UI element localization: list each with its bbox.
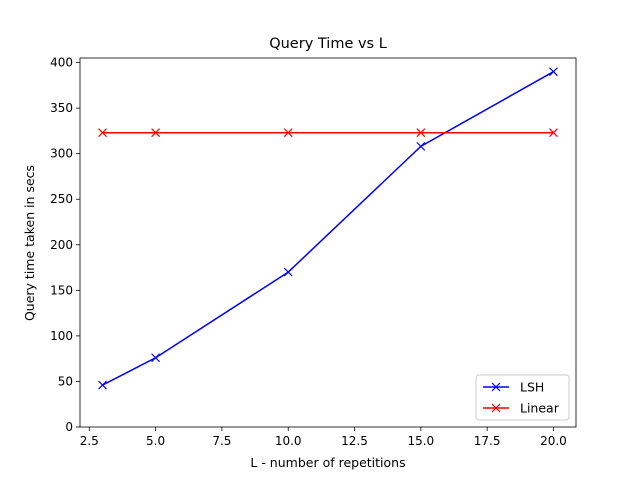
y-tick-label: 300 <box>50 147 73 161</box>
y-tick-label: 100 <box>50 329 73 343</box>
point-marker-stroke <box>416 128 426 138</box>
data-point-linear <box>283 128 293 138</box>
series-line-lsh <box>102 71 554 386</box>
legend-label-linear: Linear <box>520 401 560 416</box>
legend-label-lsh: LSH <box>520 380 544 395</box>
y-tick-label: 350 <box>50 101 73 115</box>
point-marker-stroke <box>98 128 107 138</box>
data-point-linear <box>98 128 107 138</box>
legend-marker-stroke <box>491 382 501 392</box>
x-tick-label: 12.5 <box>341 434 368 448</box>
x-tick-label: 5.0 <box>146 434 165 448</box>
chart-title: Query Time vs L <box>269 36 387 52</box>
y-tick-label: 200 <box>50 238 73 252</box>
data-point-lsh <box>151 353 161 363</box>
point-marker-stroke <box>283 128 293 138</box>
point-marker-stroke <box>283 267 293 277</box>
x-tick-label: 7.5 <box>212 434 231 448</box>
point-marker-stroke <box>151 353 161 363</box>
data-point-linear <box>151 128 161 138</box>
data-point-lsh <box>549 67 558 77</box>
y-tick-label: 50 <box>58 374 73 388</box>
legend-marker-stroke <box>491 403 501 413</box>
x-tick-label: 2.5 <box>80 434 99 448</box>
x-tick-label: 20.0 <box>540 434 567 448</box>
y-tick-label: 0 <box>65 420 73 434</box>
point-marker-stroke <box>549 128 558 138</box>
x-axis-label: L - number of repetitions <box>250 455 405 470</box>
data-point-linear <box>549 128 558 138</box>
data-point-linear <box>416 128 426 138</box>
x-tick-label: 15.0 <box>407 434 434 448</box>
legend: LSH Linear <box>475 374 570 421</box>
data-point-lsh <box>283 267 293 277</box>
point-marker-stroke <box>549 67 558 77</box>
y-axis-label: Query time taken in secs <box>22 165 37 321</box>
y-tick-label: 250 <box>50 192 73 206</box>
data-point-lsh <box>98 380 107 390</box>
point-marker-stroke <box>98 380 107 390</box>
data-point-lsh <box>416 141 426 151</box>
point-marker-stroke <box>416 141 426 151</box>
plot-frame <box>79 57 577 428</box>
y-tick-label: 150 <box>50 283 73 297</box>
x-tick-label: 10.0 <box>275 434 302 448</box>
x-tick-label: 17.5 <box>474 434 501 448</box>
point-marker-stroke <box>151 128 161 138</box>
y-tick-label: 400 <box>50 56 73 70</box>
